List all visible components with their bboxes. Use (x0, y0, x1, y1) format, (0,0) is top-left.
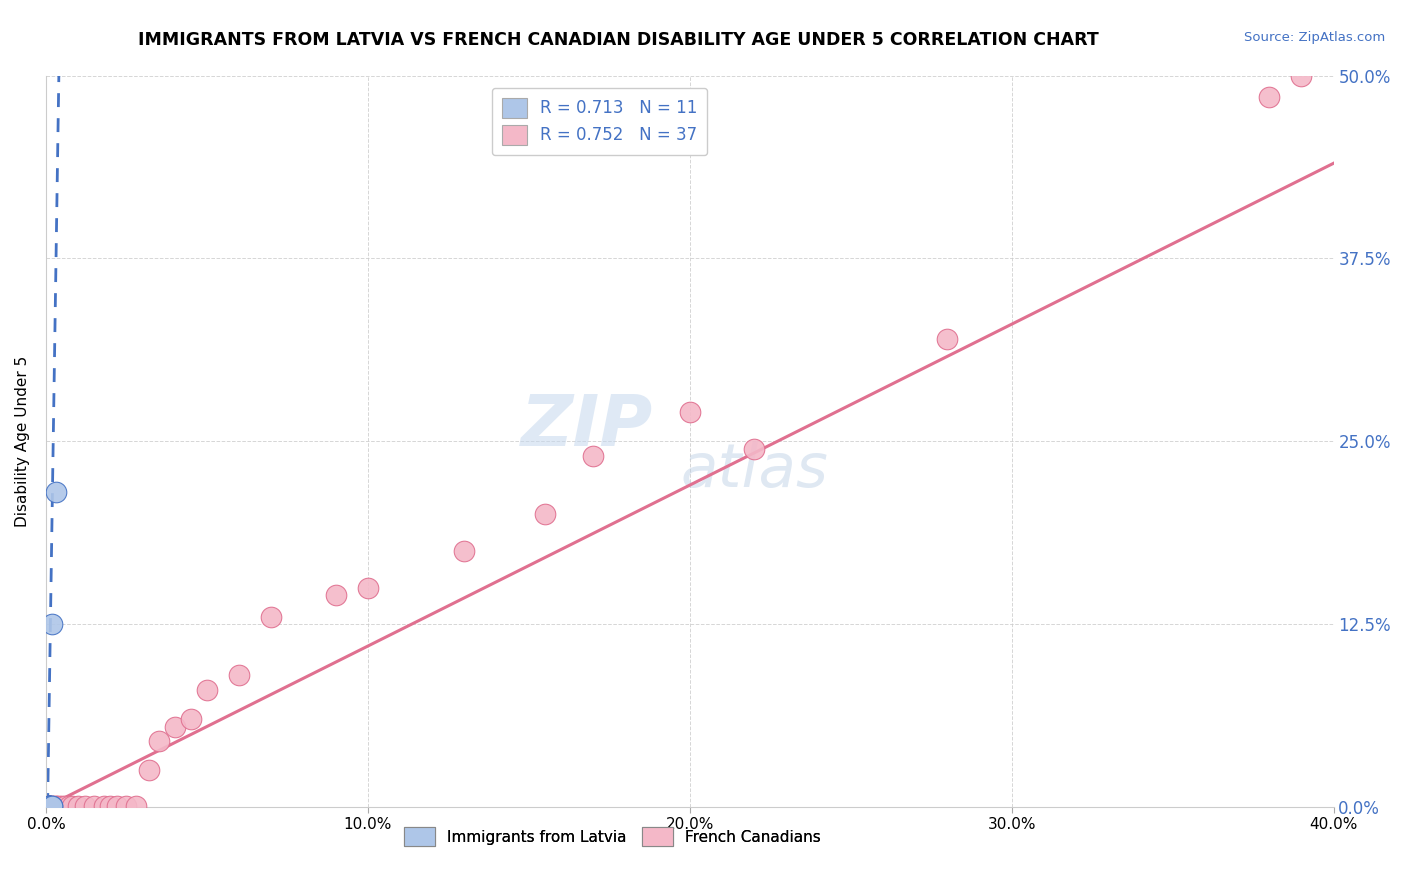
Point (58, 798, 80, 813)
Point (38, 798, 60, 813)
Point (1258, 90, 1281, 104)
Point (41, 798, 63, 813)
Point (45, 798, 67, 813)
Point (115, 798, 138, 813)
Point (67, 798, 90, 813)
Point (105, 798, 128, 813)
Point (679, 405, 702, 419)
Point (453, 544, 475, 558)
Text: atlas: atlas (681, 441, 828, 500)
Point (38, 798, 60, 813)
Point (38, 798, 60, 813)
Point (582, 449, 605, 463)
Point (38, 798, 60, 813)
Point (41, 798, 63, 813)
Point (138, 764, 160, 778)
Point (357, 581, 380, 595)
Point (125, 798, 148, 813)
Point (83, 798, 105, 813)
Point (73, 798, 96, 813)
Point (38, 798, 60, 813)
Point (936, 332, 959, 346)
Text: ZIP: ZIP (520, 392, 652, 461)
Point (148, 734, 170, 748)
Point (180, 712, 202, 726)
Point (45, 798, 67, 813)
Text: IMMIGRANTS FROM LATVIA VS FRENCH CANADIAN DISABILITY AGE UNDER 5 CORRELATION CHA: IMMIGRANTS FROM LATVIA VS FRENCH CANADIA… (138, 31, 1099, 49)
Point (38, 798, 60, 813)
Point (742, 442, 765, 456)
Point (41, 617, 63, 632)
Point (534, 508, 557, 522)
Point (38, 798, 60, 813)
Point (325, 588, 347, 602)
Point (53, 798, 76, 813)
Point (38, 798, 60, 813)
Point (228, 668, 250, 682)
Point (195, 682, 218, 697)
Point (260, 609, 283, 624)
Point (38, 798, 60, 813)
Point (51, 798, 73, 813)
Point (41, 798, 63, 813)
Point (163, 719, 186, 733)
Point (60, 798, 83, 813)
Point (41, 798, 63, 813)
Point (48, 798, 70, 813)
Point (93, 798, 115, 813)
Point (1291, 69, 1313, 83)
Point (45, 485, 67, 500)
Y-axis label: Disability Age Under 5: Disability Age Under 5 (15, 356, 30, 527)
Legend: Immigrants from Latvia, French Canadians: Immigrants from Latvia, French Canadians (398, 822, 827, 852)
Point (98, 798, 121, 813)
Text: Source: ZipAtlas.com: Source: ZipAtlas.com (1244, 31, 1385, 45)
Point (38, 798, 60, 813)
